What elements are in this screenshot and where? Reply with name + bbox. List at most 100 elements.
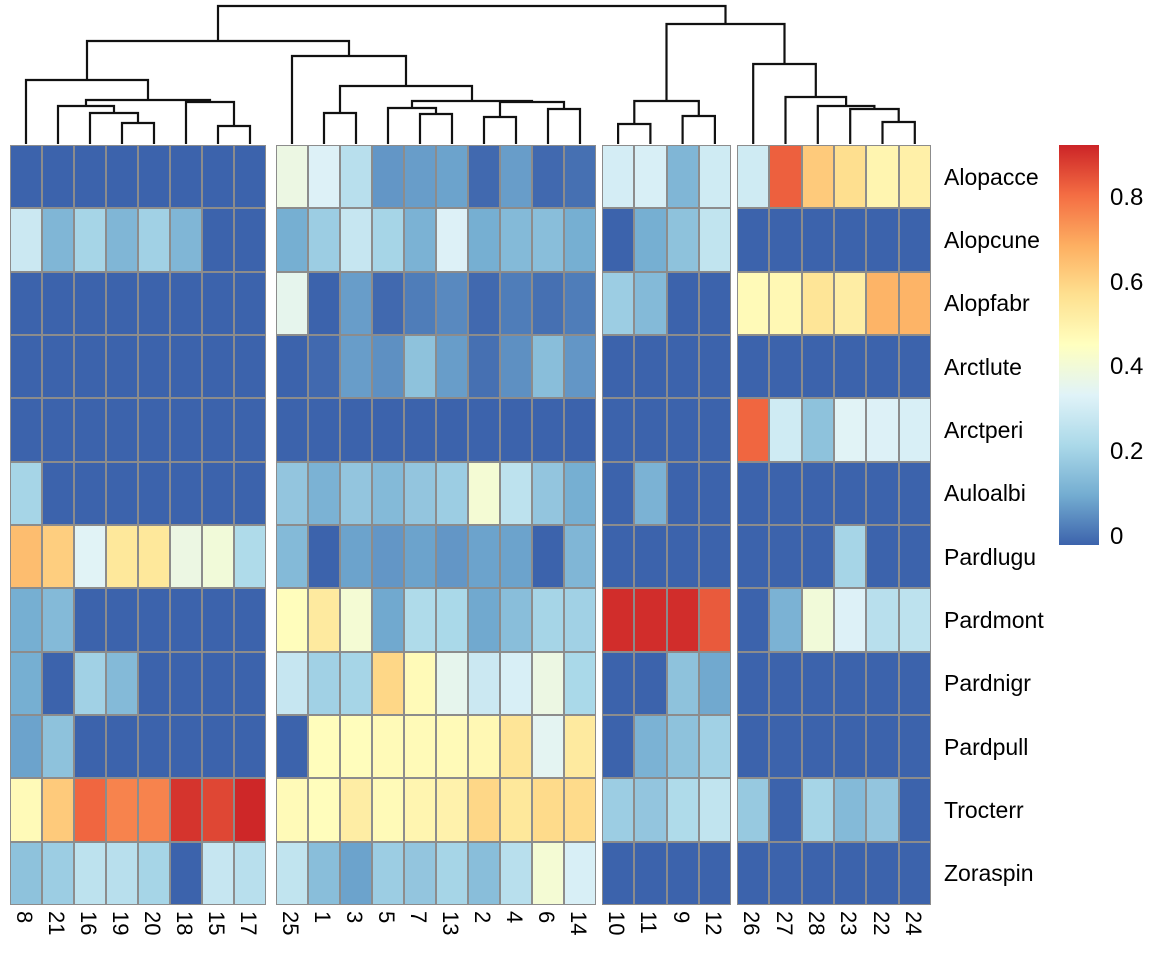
- heatmap-cell: [737, 208, 770, 272]
- heatmap-cell: [106, 651, 138, 715]
- heatmap-cell: [468, 271, 500, 335]
- heatmap-cell: [468, 334, 500, 399]
- heatmap-cell: [372, 524, 404, 589]
- heatmap-cell: [340, 588, 372, 652]
- heatmap-cell: [42, 841, 74, 905]
- colorbar-tick-label: 0.4: [1110, 353, 1144, 381]
- heatmap-cell: [833, 524, 867, 589]
- heatmap-cell: [801, 334, 834, 399]
- heatmap-cell: [202, 398, 234, 462]
- heatmap-cell: [898, 651, 931, 715]
- heatmap-cell: [898, 524, 931, 589]
- column-label: 9: [668, 911, 694, 924]
- heatmap-cell: [468, 588, 500, 652]
- heatmap-cell: [404, 334, 436, 399]
- heatmap-cell: [737, 714, 770, 779]
- heatmap-cell: [372, 588, 404, 652]
- heatmap-cell: [833, 714, 867, 779]
- heatmap-cell: [898, 461, 931, 525]
- heatmap-cell: [436, 714, 468, 779]
- heatmap-cell: [74, 208, 106, 272]
- heatmap-cell: [138, 334, 170, 399]
- heatmap-cell: [833, 651, 867, 715]
- column-label: 7: [406, 911, 431, 924]
- column-label: 2: [470, 911, 495, 924]
- heatmap-cell: [436, 651, 468, 715]
- heatmap-cell: [833, 334, 867, 399]
- heatmap-cell: [801, 588, 834, 652]
- heatmap-cell: [138, 271, 170, 335]
- heatmap-cell: [276, 398, 308, 462]
- column-dendrogram: [24, 4, 916, 144]
- column-label: 1: [310, 911, 335, 924]
- column-label: 17: [236, 911, 261, 936]
- heatmap-cell: [276, 714, 308, 779]
- heatmap-cell: [340, 524, 372, 589]
- heatmap-cell: [666, 145, 699, 209]
- heatmap-cell: [532, 714, 564, 779]
- heatmap-cell: [532, 588, 564, 652]
- heatmap-cell: [404, 398, 436, 462]
- heatmap-cell: [10, 588, 42, 652]
- heatmap-cell: [866, 714, 899, 779]
- heatmap-cell: [833, 145, 867, 209]
- heatmap-cell: [634, 588, 667, 652]
- heatmap-cell: [866, 651, 899, 715]
- row-label: Alopacce: [944, 163, 1039, 190]
- heatmap-cell: [10, 524, 42, 589]
- heatmap-cell: [866, 398, 899, 462]
- heatmap-cell: [698, 398, 731, 462]
- heatmap-cell: [308, 651, 340, 715]
- heatmap-cell: [106, 145, 138, 209]
- heatmap-cell: [404, 271, 436, 335]
- heatmap-cell: [436, 778, 468, 842]
- heatmap-cell: [10, 778, 42, 842]
- heatmap-cell: [74, 778, 106, 842]
- heatmap-cell: [404, 524, 436, 589]
- heatmap-cell: [564, 524, 596, 589]
- heatmap-cell: [500, 461, 532, 525]
- heatmap-cell: [602, 524, 635, 589]
- heatmap-cell: [276, 778, 308, 842]
- heatmap-cell: [564, 714, 596, 779]
- heatmap-cell: [468, 778, 500, 842]
- heatmap-cell: [372, 651, 404, 715]
- heatmap-cell: [532, 334, 564, 399]
- heatmap-cell: [769, 271, 802, 335]
- heatmap-cell: [468, 145, 500, 209]
- heatmap-cell: [202, 334, 234, 399]
- heatmap-cell: [372, 208, 404, 272]
- heatmap-cell: [202, 271, 234, 335]
- heatmap-cell: [276, 334, 308, 399]
- heatmap-cell: [698, 524, 731, 589]
- heatmap-cell: [801, 714, 834, 779]
- heatmap-cell: [308, 778, 340, 842]
- heatmap-cell: [74, 398, 106, 462]
- heatmap-cell: [138, 778, 170, 842]
- heatmap-cell: [340, 208, 372, 272]
- row-label: Arctlute: [944, 353, 1022, 380]
- heatmap-cell: [106, 841, 138, 905]
- heatmap-cell: [866, 208, 899, 272]
- heatmap-cell: [500, 398, 532, 462]
- heatmap-cell: [276, 208, 308, 272]
- heatmap-cell: [404, 461, 436, 525]
- heatmap-block-4: [737, 145, 931, 905]
- heatmap-cell: [634, 651, 667, 715]
- heatmap-cell: [500, 208, 532, 272]
- heatmap-cell: [634, 461, 667, 525]
- heatmap-cell: [866, 588, 899, 652]
- heatmap-cell: [308, 714, 340, 779]
- row-label: Arctperi: [944, 417, 1024, 443]
- heatmap-cell: [564, 588, 596, 652]
- row-label: Pardlugu: [944, 543, 1037, 570]
- heatmap-cell: [340, 398, 372, 462]
- row-label: Pardpull: [944, 733, 1029, 760]
- heatmap-cell: [404, 778, 436, 842]
- heatmap-cell: [801, 145, 834, 209]
- heatmap-cell: [866, 461, 899, 525]
- heatmap-cell: [468, 841, 500, 905]
- heatmap-cell: [769, 524, 802, 589]
- heatmap-cell: [234, 841, 266, 905]
